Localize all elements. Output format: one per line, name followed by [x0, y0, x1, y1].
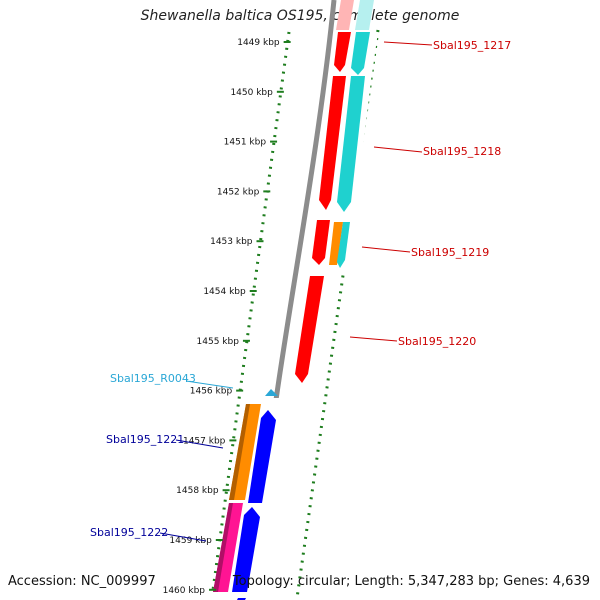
left-ruler-track [211, 31, 291, 591]
gene-label-sbal195-1217[interactable]: Sbal195_1217 [433, 39, 511, 52]
gene-label-sbal195-1218[interactable]: Sbal195_1218 [423, 145, 501, 158]
ruler-tick-label: 1450 kbp [230, 88, 273, 98]
label-leader [373, 146, 423, 153]
ruler-tick-label: 1456 kbp [190, 387, 233, 397]
gene-sbal195-1219-orange[interactable] [329, 222, 343, 265]
ruler-ticks: 1449 kbp 1450 kbp 1451 kbp 1452 kbp 1453 kbp… [163, 38, 291, 596]
label-leader [383, 41, 433, 46]
label-leader [175, 439, 224, 449]
gene-sbal195-1219-cyan[interactable] [337, 222, 350, 268]
gene-label-sbal195-1221[interactable]: Sbal195_1221 [106, 433, 184, 446]
label-leader [185, 380, 234, 389]
ruler-tick-label: 1459 kbp [169, 536, 212, 546]
gene-sbal195-1217-red-faded [336, 0, 354, 30]
gene-sbal195-1221-orange-edge [229, 404, 250, 500]
gene-sbal195-1218-red[interactable] [319, 76, 346, 210]
ruler-tick-label: 1451 kbp [224, 138, 267, 148]
label-leader [159, 532, 207, 542]
gene-label-sbal195-r0043[interactable]: Sbal195_R0043 [110, 372, 196, 385]
ruler-tick-label: 1460 kbp [163, 586, 206, 596]
ruler-tick-label: 1452 kbp [217, 187, 260, 197]
accession-text: Accession: NC_009997 [8, 574, 156, 589]
gene-label-sbal195-1220[interactable]: Sbal195_1220 [398, 335, 476, 348]
ruler-tick-label: 1449 kbp [237, 38, 280, 48]
gene-sbal195-1222-pink-edge [213, 503, 233, 592]
ruler-tick-label: 1454 kbp [203, 287, 246, 297]
gene-sbal195-1220[interactable] [295, 276, 324, 383]
ruler-tick-label: 1455 kbp [197, 337, 240, 347]
ruler-tick-label: 1458 kbp [176, 486, 219, 496]
gene-sbal195-1218-cyan[interactable] [337, 76, 365, 212]
gene-label-sbal195-1219[interactable]: Sbal195_1219 [411, 246, 489, 259]
gene-label-sbal195-1222[interactable]: Sbal195_1222 [90, 526, 168, 539]
topology-text: Topology: circular; Length: 5,347,283 bp… [232, 574, 590, 589]
gene-sbal195-1217-cyan[interactable] [351, 32, 370, 75]
ruler-tick-label: 1457 kbp [183, 436, 226, 446]
gene-sbal195-r0043[interactable] [265, 389, 278, 396]
ruler-tick-label: 1453 kbp [210, 237, 253, 247]
gene-sbal195-1221-blue[interactable] [248, 410, 276, 503]
genome-backbone [245, 0, 337, 600]
label-leader [361, 246, 411, 253]
gene-sbal195-1217-cyan-faded [355, 0, 374, 30]
map-title: Shewanella baltica OS195, complete genom… [140, 8, 460, 24]
label-leader [349, 336, 398, 342]
gene-sbal195-1217-red[interactable] [334, 32, 351, 72]
gene-sbal195-1222-blue[interactable] [232, 507, 260, 592]
gene-sbal195-1219-red[interactable] [312, 220, 330, 265]
